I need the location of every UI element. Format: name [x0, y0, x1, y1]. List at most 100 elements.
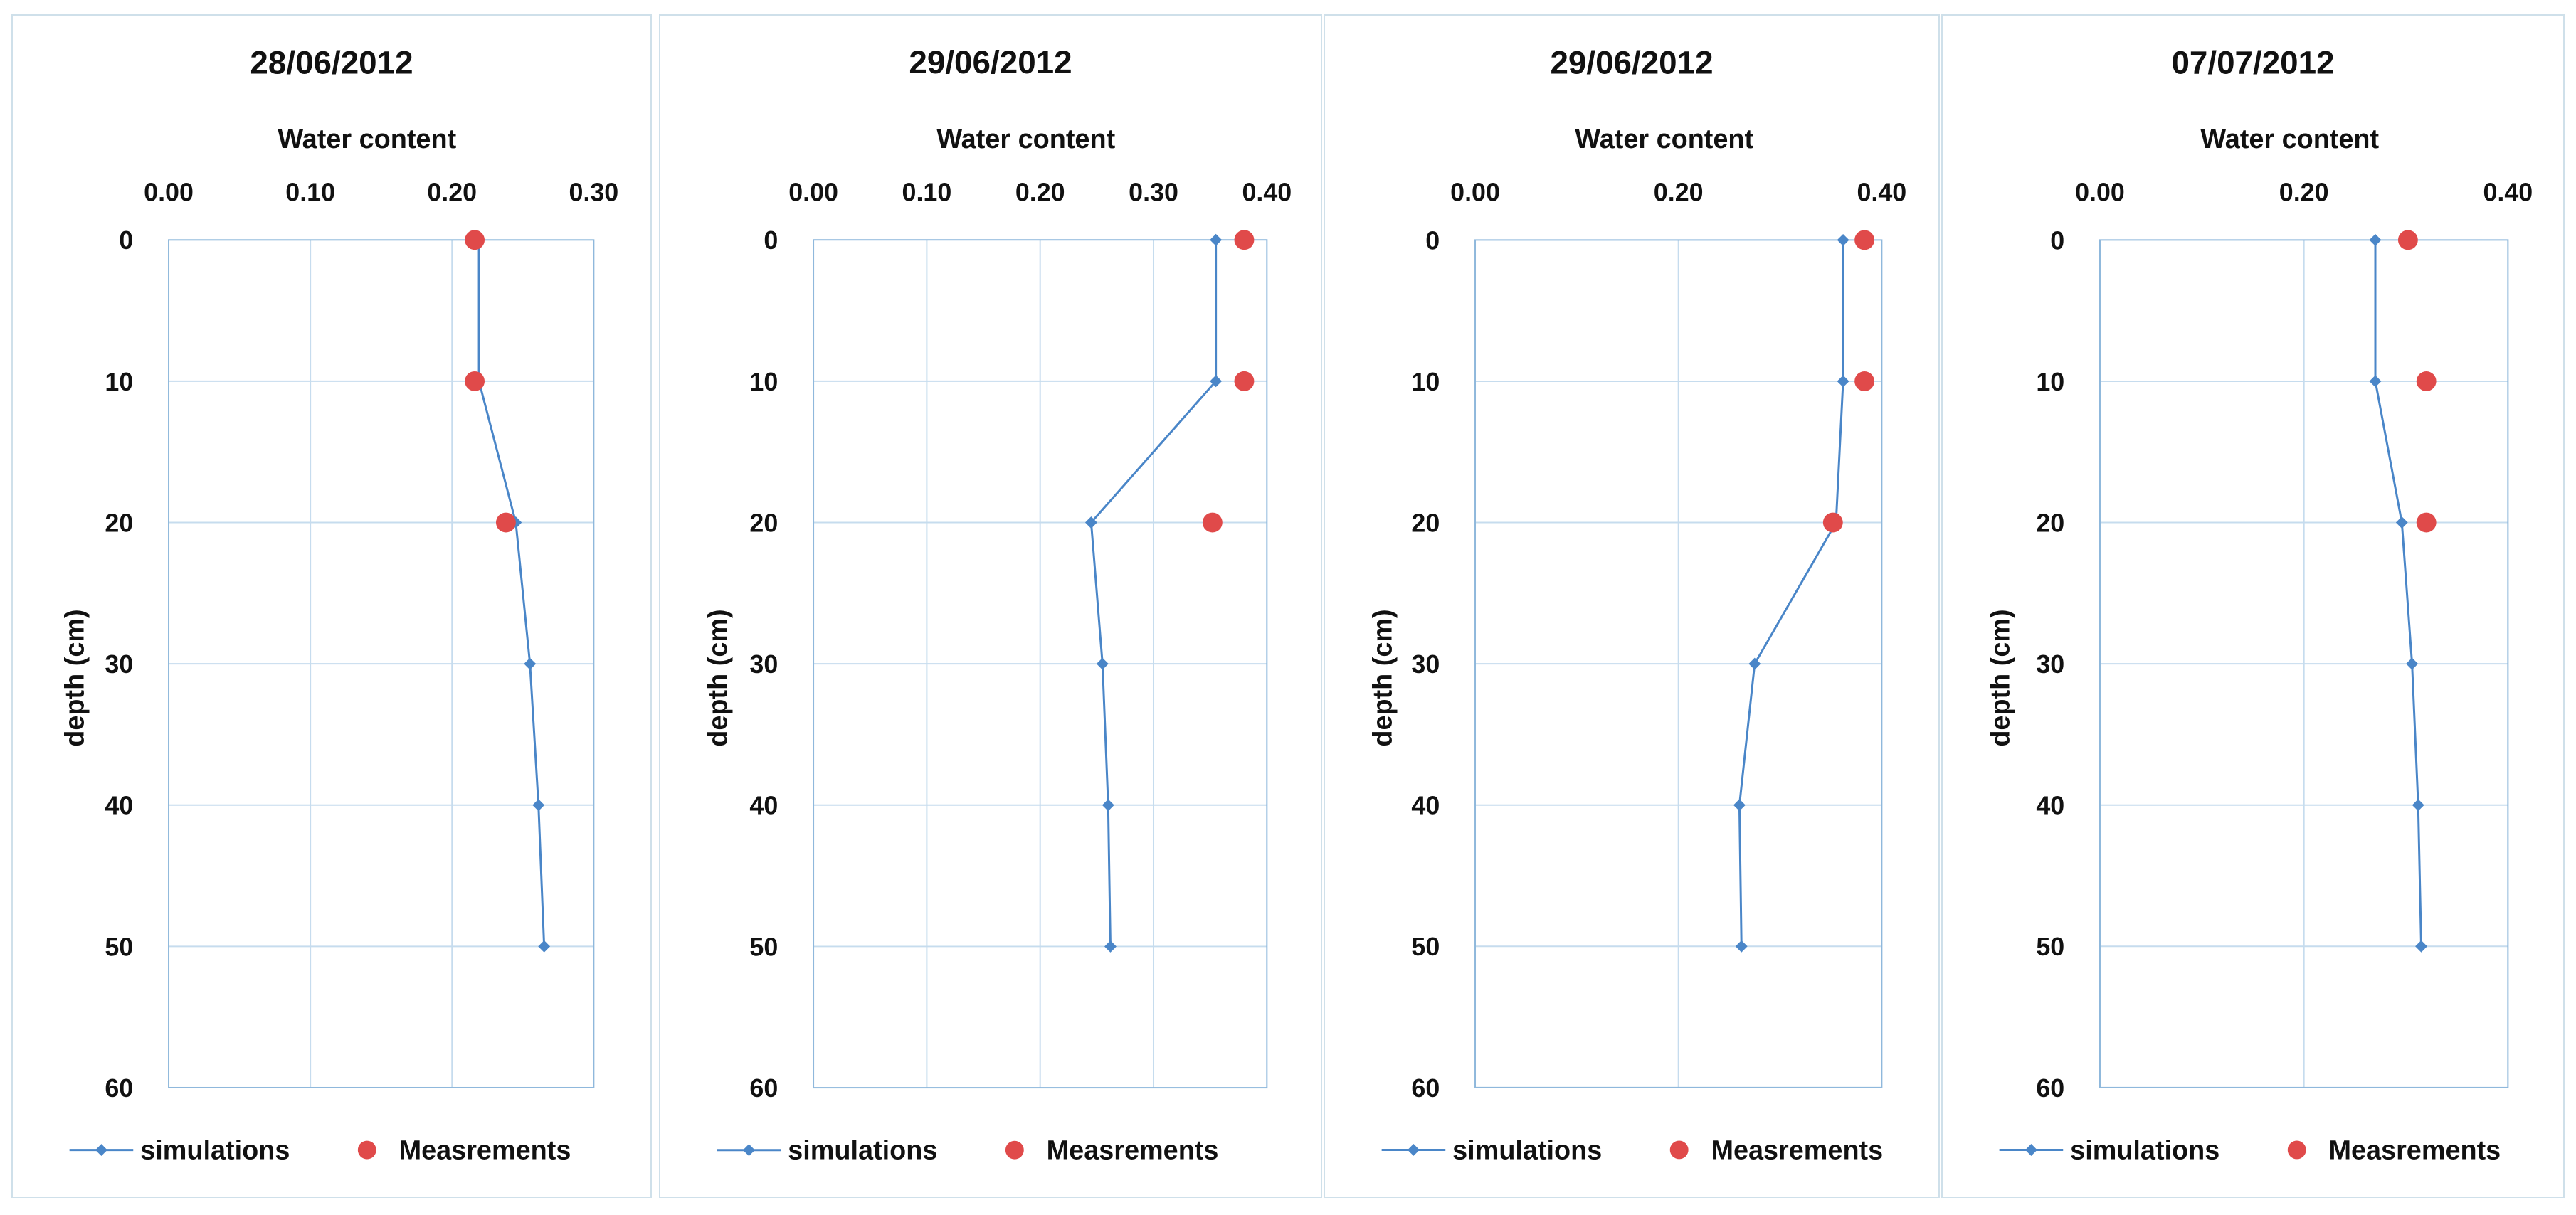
chart-title: 28/06/2012	[250, 44, 413, 80]
legend-measurements-label: Measrements	[2329, 1135, 2501, 1165]
y-tick-label: 20	[105, 509, 133, 537]
series-line-simulations	[1089, 240, 1218, 947]
chart-svg: 07/07/2012 Water content 0.00 0.20 0.40 0 10 20…	[1986, 44, 2533, 1165]
chart-svg: 29/06/2012 Water content 0.00 0.20 0.40 0 10 20…	[1368, 44, 1907, 1165]
y-tick-label: 50	[749, 933, 778, 961]
simulation-point	[1102, 799, 1114, 812]
y-tick-label: 50	[105, 933, 133, 961]
legend-simulations-label: simulations	[140, 1136, 290, 1166]
x-tick-label: 0.20	[1015, 178, 1065, 206]
measurement-point	[1202, 512, 1223, 533]
legend-measurements-label: Measrements	[1047, 1136, 1219, 1166]
simulation-point	[1735, 940, 1748, 953]
x-tick-label: 0.00	[788, 178, 838, 206]
x-tick-label: 0.40	[1242, 178, 1292, 206]
simulation-point	[1733, 799, 1746, 812]
measurement-point	[2416, 371, 2437, 391]
series-line-simulations	[477, 240, 546, 947]
y-tick-label: 10	[2036, 368, 2064, 396]
legend-measurements-marker	[1669, 1140, 1689, 1160]
legend-simulations-label: simulations	[1452, 1135, 1602, 1165]
series-line-simulations	[2374, 240, 2423, 947]
legend-measurements-label: Measrements	[399, 1136, 571, 1166]
measurement-point	[495, 512, 516, 533]
x-axis-label: Water content	[936, 124, 1115, 154]
legend-simulations-marker	[743, 1144, 755, 1157]
x-tick-label: 0.30	[1129, 178, 1178, 206]
y-tick-label: 60	[749, 1074, 778, 1103]
simulation-point	[2369, 233, 2382, 246]
y-tick-label: 30	[2036, 650, 2064, 679]
chart-svg: 29/06/2012 Water content 0.00 0.10 0.20 0.30 0…	[704, 44, 1292, 1166]
legend-simulations-label: simulations	[788, 1136, 937, 1166]
y-tick-label: 30	[1411, 650, 1440, 679]
legend-simulations-marker	[2025, 1144, 2037, 1156]
y-axis-label: depth (cm)	[60, 609, 90, 746]
y-tick-label: 10	[749, 368, 778, 396]
chart-title: 07/07/2012	[2171, 44, 2334, 80]
legend-measurements-label: Measrements	[1711, 1135, 1883, 1165]
y-tick-label: 30	[749, 650, 778, 679]
legend-measurements-marker	[2287, 1140, 2306, 1160]
x-tick-label: 0.20	[2279, 179, 2329, 207]
x-tick-label: 0.40	[2483, 179, 2533, 207]
y-tick-label: 40	[2036, 792, 2064, 820]
chart-svg: 28/06/2012 Water content 0.00 0.10 0.20 0.30 0…	[60, 44, 619, 1166]
x-axis-label: Water content	[2200, 124, 2379, 154]
chart-panel-2: 29/06/2012 Water content 0.00 0.10 0.20 0.30 0…	[659, 14, 1322, 1198]
series-line-simulations	[1738, 240, 1844, 947]
y-axis-label: depth (cm)	[1368, 609, 1398, 746]
measurement-point	[1234, 230, 1255, 250]
y-tick-label: 20	[2036, 509, 2064, 537]
y-tick-label: 50	[2036, 933, 2064, 961]
y-tick-label: 10	[105, 368, 133, 396]
y-axis-label: depth (cm)	[1986, 609, 2016, 746]
plot-area	[1474, 239, 1883, 1088]
simulation-point	[532, 799, 545, 812]
plot-area	[813, 239, 1268, 1089]
simulation-point	[524, 657, 537, 670]
y-tick-label: 60	[1411, 1074, 1440, 1103]
y-axis-label: depth (cm)	[704, 609, 734, 746]
y-tick-label: 60	[105, 1074, 133, 1103]
x-tick-label: 0.20	[1654, 179, 1704, 207]
measurement-point	[1234, 371, 1255, 391]
measurement-point	[2416, 512, 2437, 533]
y-tick-label: 60	[2036, 1074, 2064, 1103]
measurement-point	[465, 230, 485, 250]
y-tick-label: 20	[749, 509, 778, 537]
x-tick-label: 0.30	[569, 179, 618, 207]
legend-simulations-marker	[95, 1144, 107, 1157]
simulation-point	[1837, 233, 1849, 246]
legend-measurements-marker	[357, 1140, 376, 1160]
measurement-point	[465, 371, 485, 391]
y-tick-label: 0	[2050, 226, 2064, 255]
y-tick-label: 40	[1411, 792, 1440, 820]
x-tick-label: 0.00	[2075, 179, 2125, 207]
y-tick-label: 20	[1411, 509, 1440, 537]
x-tick-label: 0.40	[1857, 179, 1907, 207]
simulation-point	[2412, 799, 2424, 812]
measurement-point	[2397, 230, 2418, 250]
simulation-point	[1104, 940, 1117, 953]
y-tick-label: 0	[119, 226, 133, 255]
legend-simulations-marker	[1407, 1144, 1420, 1156]
measurement-point	[1854, 230, 1875, 250]
simulation-point	[1837, 375, 1849, 388]
y-tick-label: 40	[749, 792, 778, 820]
simulation-point	[1210, 233, 1223, 246]
chart-title: 29/06/2012	[1550, 44, 1713, 80]
plot-area	[2099, 239, 2509, 1088]
measurement-point	[1854, 371, 1875, 391]
chart-panel-1: 28/06/2012 Water content 0.00 0.10 0.20 0.30 0…	[11, 14, 652, 1198]
simulation-point	[1084, 516, 1097, 529]
chart-panel-4: 07/07/2012 Water content 0.00 0.20 0.40 0 10 20…	[1941, 14, 2565, 1198]
legend-measurements-marker	[1005, 1140, 1024, 1160]
x-axis-label: Water content	[1575, 124, 1753, 154]
x-tick-label: 0.00	[144, 179, 194, 207]
simulation-point	[1210, 375, 1223, 388]
x-axis-label: Water content	[278, 124, 456, 154]
legend-simulations-label: simulations	[2070, 1135, 2219, 1165]
simulation-point	[2395, 516, 2408, 529]
measurement-point	[1822, 512, 1843, 533]
